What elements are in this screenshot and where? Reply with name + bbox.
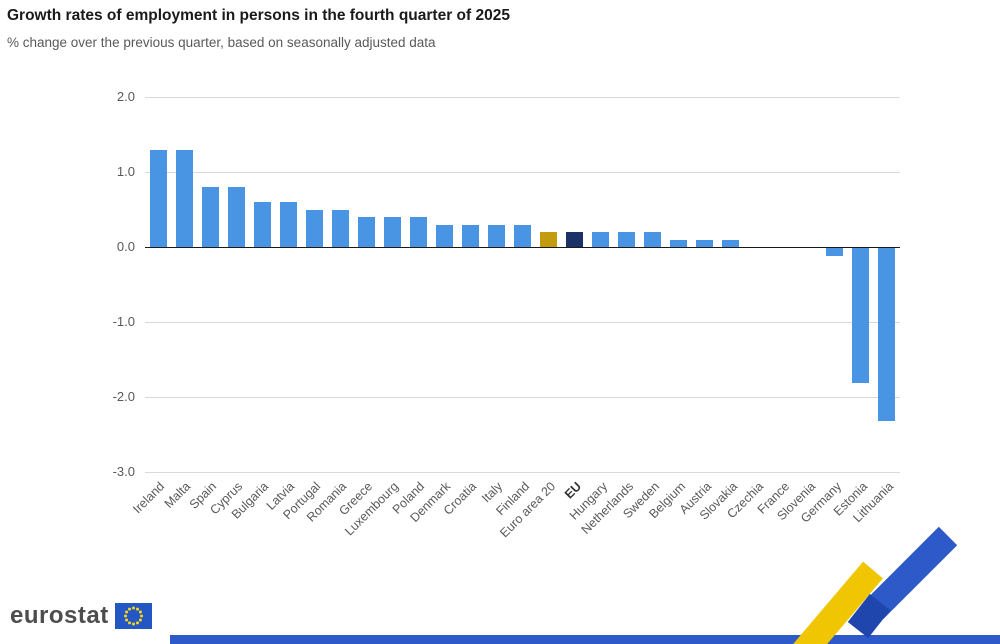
bar-croatia (461, 224, 479, 247)
bar-finland (514, 224, 531, 247)
eurostat-logo: eurostat (10, 602, 152, 630)
bar-hungary (592, 232, 610, 247)
y-axis-tick-label: -2.0 (112, 389, 135, 404)
y-axis-tick-label: 1.0 (116, 164, 135, 179)
bar-italy (487, 224, 505, 247)
y-axis-tick-label: -1.0 (112, 314, 135, 329)
gridline (145, 397, 900, 398)
bar-sweden (644, 232, 662, 247)
bar-netherlands (618, 232, 636, 247)
bar-spain (201, 187, 219, 247)
footer-blue-strip (170, 635, 1000, 644)
bar-latvia (279, 202, 297, 247)
bar-slovakia (722, 239, 740, 247)
chart-subtitle: % change over the previous quarter, base… (7, 35, 436, 50)
bar-greece (357, 217, 375, 247)
bar-ireland (149, 149, 167, 247)
chart-title: Growth rates of employment in persons in… (7, 7, 510, 24)
bar-euro-area-20 (540, 232, 558, 247)
ribbon-blue-band (864, 526, 958, 620)
eurostat-logo-text: eurostat (10, 602, 109, 629)
gridline (145, 472, 900, 473)
gridline (145, 322, 900, 323)
zero-axis-line (145, 247, 900, 248)
bar-bulgaria (253, 202, 271, 247)
bar-eu (566, 232, 584, 247)
bar-germany (826, 248, 844, 256)
bar-cyprus (227, 187, 245, 247)
y-axis-tick-label: -3.0 (112, 464, 135, 479)
bar-luxembourg (383, 217, 401, 247)
bar-malta (175, 149, 193, 247)
bar-denmark (435, 224, 453, 247)
y-axis-tick-label: 2.0 (116, 89, 135, 104)
bar-poland (409, 217, 427, 247)
ribbon-blue-fold (847, 593, 891, 639)
bar-chart-plot-area (145, 97, 900, 473)
gridline (145, 172, 900, 173)
bar-belgium (670, 239, 688, 247)
eu-flag-icon (114, 603, 152, 629)
bar-portugal (305, 209, 323, 247)
ribbon-yellow-band (793, 561, 883, 644)
gridline (145, 97, 900, 98)
bar-estonia (852, 248, 870, 383)
y-axis-tick-label: 0.0 (116, 239, 135, 254)
bar-romania (331, 209, 349, 247)
decorative-ribbon-graphic (793, 526, 958, 644)
bar-lithuania (878, 248, 896, 421)
bar-austria (696, 239, 714, 247)
